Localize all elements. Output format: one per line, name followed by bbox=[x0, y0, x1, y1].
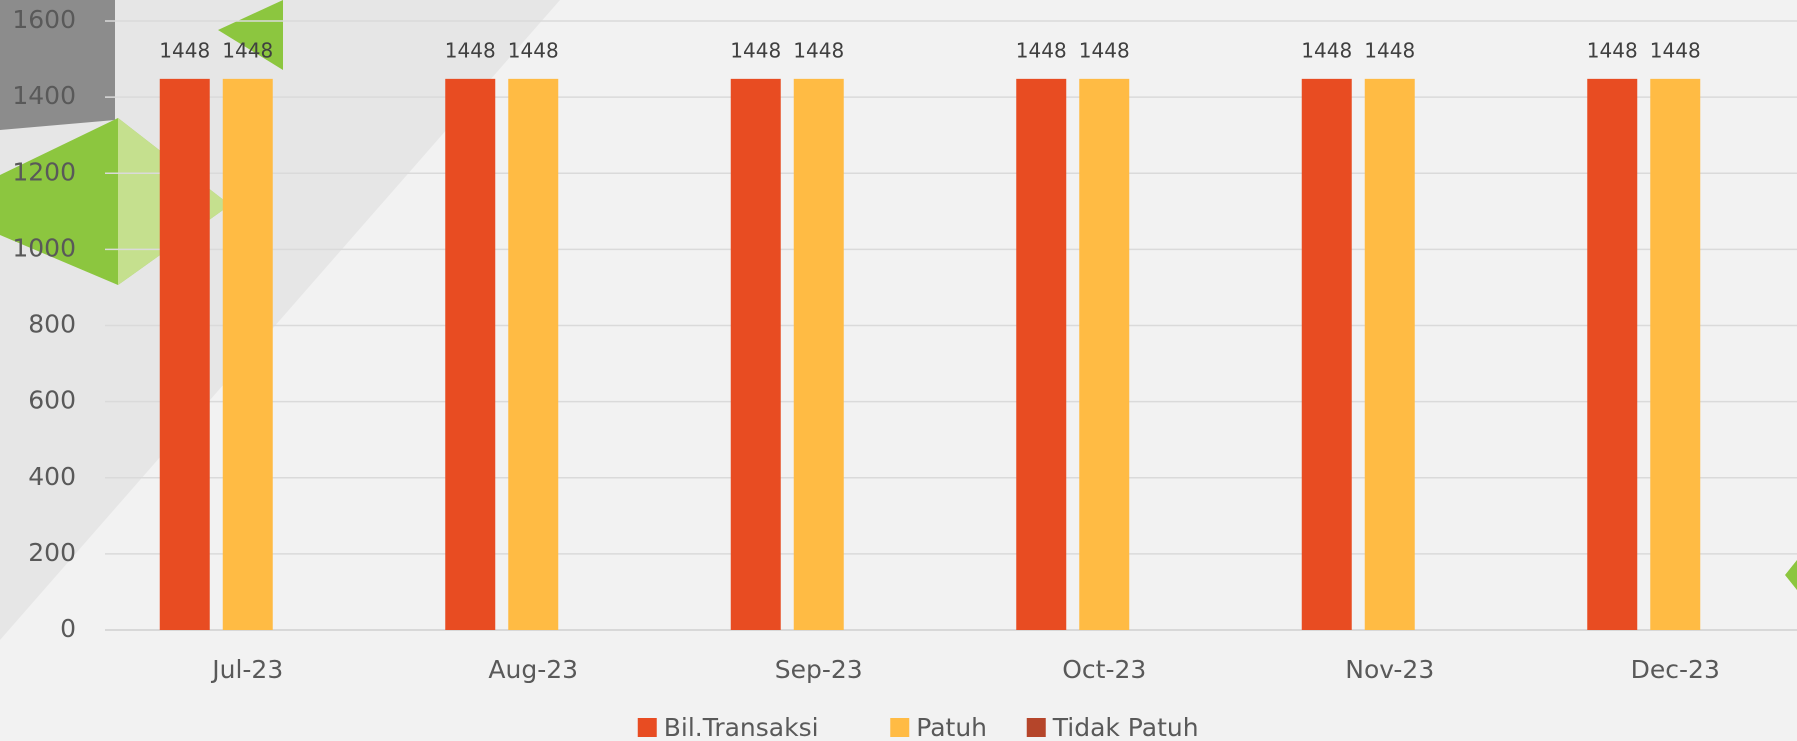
bar bbox=[508, 78, 559, 631]
y-tick-label: 600 bbox=[28, 386, 76, 415]
y-tick-label: 400 bbox=[28, 462, 76, 491]
y-tick-label: 0 bbox=[60, 614, 76, 643]
bar bbox=[445, 78, 496, 631]
data-label: 1448 bbox=[508, 38, 559, 62]
y-tick-label: 1000 bbox=[12, 233, 76, 262]
legend-label: Tidak Patuh bbox=[1052, 713, 1199, 741]
data-label: 1448 bbox=[1016, 38, 1067, 62]
bar bbox=[1016, 78, 1067, 631]
bar bbox=[1079, 78, 1130, 631]
legend-swatch bbox=[890, 718, 910, 737]
data-label: 1448 bbox=[793, 38, 844, 62]
data-label: 1448 bbox=[1650, 38, 1701, 62]
x-tick-label: Aug-23 bbox=[488, 655, 578, 684]
x-tick-label: Sep-23 bbox=[775, 655, 863, 684]
bar bbox=[793, 78, 844, 631]
data-label: 1448 bbox=[159, 38, 210, 62]
data-label: 1448 bbox=[222, 38, 273, 62]
bar bbox=[1650, 78, 1701, 631]
x-tick-label: Oct-23 bbox=[1062, 655, 1146, 684]
x-tick-label: Dec-23 bbox=[1631, 655, 1720, 684]
data-label: 1448 bbox=[1079, 38, 1130, 62]
x-tick-label: Nov-23 bbox=[1345, 655, 1434, 684]
decor-shape bbox=[0, 0, 115, 130]
legend-label: Bil.Transaksi bbox=[664, 713, 819, 741]
data-label: 1448 bbox=[445, 38, 496, 62]
data-label: 1448 bbox=[1301, 38, 1352, 62]
y-tick-label: 1600 bbox=[12, 5, 76, 34]
legend-swatch bbox=[637, 718, 657, 737]
y-tick-label: 1200 bbox=[12, 157, 76, 186]
y-tick-label: 200 bbox=[28, 538, 76, 567]
bar bbox=[730, 78, 781, 631]
decor-shape bbox=[1785, 560, 1797, 590]
legend-swatch bbox=[1026, 718, 1046, 737]
bar bbox=[1301, 78, 1352, 631]
x-tick-label: Jul-23 bbox=[210, 655, 283, 684]
bar bbox=[1587, 78, 1638, 631]
bar bbox=[222, 78, 273, 631]
data-label: 1448 bbox=[730, 38, 781, 62]
decor-shape bbox=[218, 0, 283, 70]
bar bbox=[159, 78, 210, 631]
y-tick-label: 1400 bbox=[12, 81, 76, 110]
data-label: 1448 bbox=[1364, 38, 1415, 62]
bar bbox=[1364, 78, 1415, 631]
data-label: 1448 bbox=[1587, 38, 1638, 62]
y-tick-label: 800 bbox=[28, 310, 76, 339]
legend-label: Patuh bbox=[916, 713, 987, 741]
